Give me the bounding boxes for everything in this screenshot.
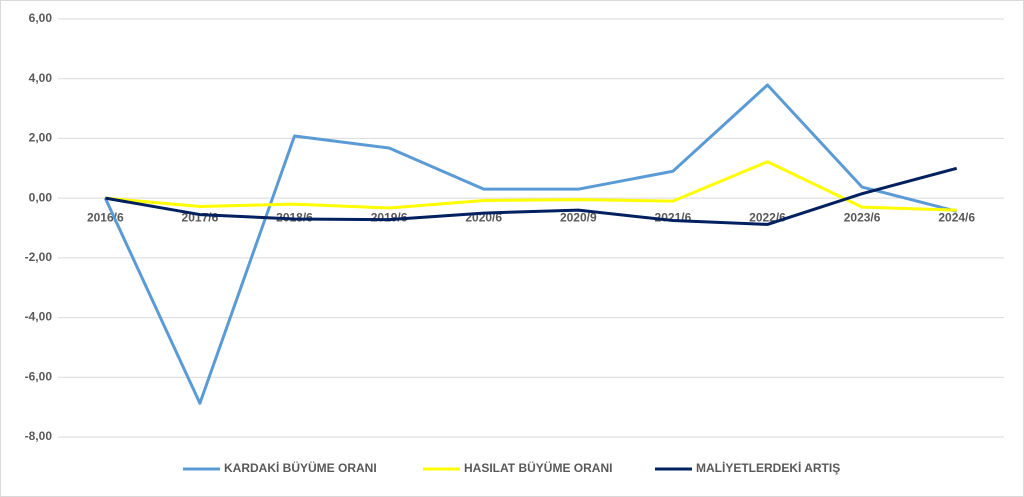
y-tick-label: 4,00 — [29, 71, 53, 85]
y-tick-label: 0,00 — [29, 190, 53, 204]
y-tick-label: -8,00 — [25, 429, 53, 443]
x-tick-label: 2024/6 — [938, 210, 975, 224]
legend-label: MALİYETLERDEKİ ARTIŞ — [696, 460, 840, 475]
y-tick-label: 2,00 — [29, 131, 53, 145]
legend-label: HASILAT BÜYÜME ORANI — [464, 460, 612, 475]
x-tick-label: 2022/6 — [749, 210, 786, 224]
x-tick-label: 2018/6 — [276, 210, 313, 224]
x-tick-label: 2023/6 — [844, 210, 881, 224]
y-tick-label: 6,00 — [29, 11, 53, 25]
x-tick-label: 2016/6 — [87, 210, 124, 224]
series-line — [105, 166, 958, 226]
legend-label: KARDAKİ BÜYÜME ORANI — [224, 460, 377, 475]
y-tick-label: -6,00 — [25, 369, 53, 383]
x-tick-label: 2020/9 — [560, 210, 597, 224]
series-line — [105, 160, 957, 212]
series-line — [103, 83, 958, 405]
y-tick-label: -4,00 — [25, 310, 53, 324]
y-tick-label: -2,00 — [25, 250, 53, 264]
